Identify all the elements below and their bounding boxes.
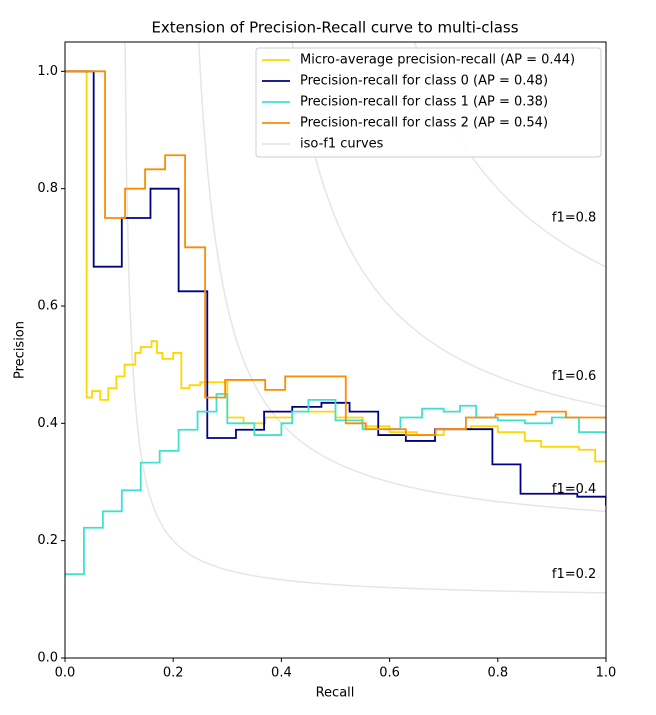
x-tick-label: 0.0 (55, 666, 76, 681)
y-tick-label: 0.2 (37, 533, 58, 548)
iso-f1-label: f1=0.2 (552, 567, 596, 582)
legend-label: Precision-recall for class 0 (AP = 0.48) (300, 74, 548, 89)
legend: Micro-average precision-recall (AP = 0.4… (255, 47, 602, 158)
legend-label: Precision-recall for class 1 (AP = 0.38) (300, 95, 548, 110)
pr-curve (65, 70, 606, 463)
iso-f1-curve (124, 42, 606, 594)
iso-f1-curve (197, 42, 606, 513)
x-tick-label: 0.6 (379, 666, 400, 681)
legend-label: iso-f1 curves (300, 137, 384, 152)
y-tick-label: 0.6 (37, 299, 58, 314)
x-tick-label: 0.8 (487, 666, 508, 681)
pr-curve (65, 70, 606, 436)
legend-label: Precision-recall for class 2 (AP = 0.54) (300, 116, 548, 131)
iso-f1-label: f1=0.8 (552, 210, 596, 225)
axes-frame (64, 41, 607, 659)
y-tick-label: 0.0 (37, 651, 58, 666)
iso-f1-label: f1=0.6 (552, 369, 596, 384)
y-tick-label: 1.0 (37, 64, 58, 79)
legend-box (255, 47, 602, 158)
x-tick-label: 1.0 (596, 666, 617, 681)
y-axis-label: Precision (13, 321, 28, 379)
iso-f1-label: f1=0.4 (552, 482, 596, 497)
x-tick-label: 0.4 (271, 666, 292, 681)
x-tick-label: 0.2 (163, 666, 184, 681)
y-tick-label: 0.4 (37, 416, 58, 431)
chart-title: Extension of Precision-Recall curve to m… (151, 19, 518, 37)
pr-curve (65, 70, 606, 506)
x-axis-label: Recall (316, 686, 355, 701)
y-tick-label: 0.8 (37, 181, 58, 196)
legend-label: Micro-average precision-recall (AP = 0.4… (300, 53, 575, 68)
